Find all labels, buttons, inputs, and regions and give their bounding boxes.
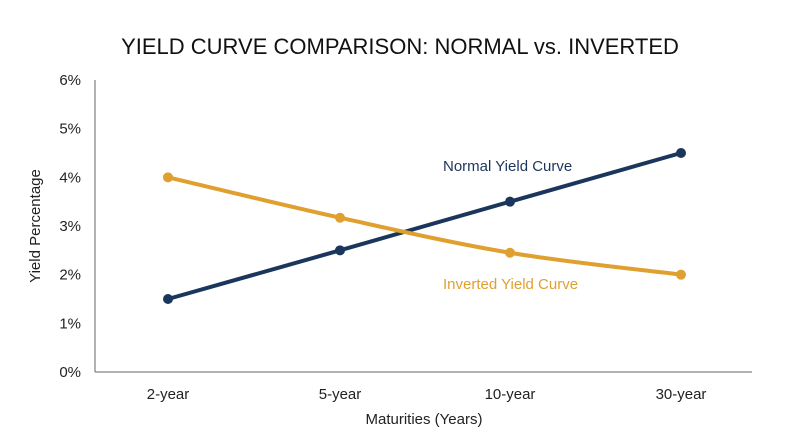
y-tick-label: 4% <box>59 169 81 186</box>
x-tick-label: 2-year <box>147 386 190 403</box>
data-point-normal <box>163 294 173 304</box>
data-point-inverted <box>505 247 515 258</box>
x-tick-label: 10-year <box>485 386 536 403</box>
data-point-normal <box>335 245 345 256</box>
series-label-inverted: Inverted Yield Curve <box>443 276 578 293</box>
y-tick-label: 6% <box>59 72 81 89</box>
y-tick-label: 5% <box>59 121 81 138</box>
data-point-inverted <box>163 172 173 183</box>
data-point-inverted <box>335 212 345 223</box>
chart-title: YIELD CURVE COMPARISON: NORMAL vs. INVER… <box>121 34 679 59</box>
y-tick-labels: 0% 1% 2% 3% 4% 5% 6% <box>59 72 81 381</box>
series-line-normal <box>166 151 683 301</box>
series-label-normal: Normal Yield Curve <box>443 158 572 175</box>
y-tick-label: 2% <box>59 267 81 284</box>
series-group <box>163 148 686 304</box>
x-axis-label: Maturities (Years) <box>366 411 483 428</box>
x-tick-label: 30-year <box>656 386 707 403</box>
y-tick-label: 3% <box>59 218 81 235</box>
series-line-inverted <box>166 175 683 277</box>
data-point-normal <box>505 196 515 207</box>
x-tick-labels: 2-year 5-year 10-year 30-year <box>147 386 707 403</box>
data-point-normal <box>676 148 686 158</box>
y-tick-label: 1% <box>59 315 81 332</box>
x-tick-label: 5-year <box>319 386 362 403</box>
data-point-inverted <box>676 269 686 280</box>
y-tick-label: 0% <box>59 364 81 381</box>
y-axis-label: Yield Percentage <box>27 169 44 283</box>
